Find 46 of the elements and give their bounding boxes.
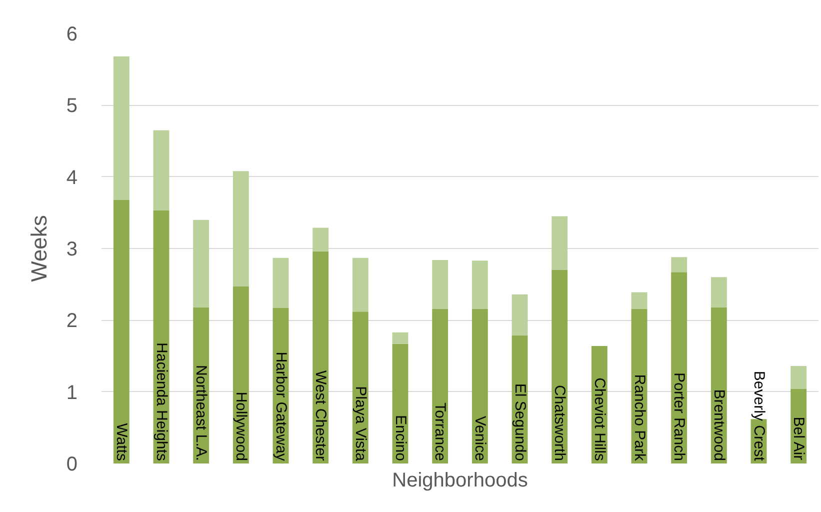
bar	[232, 171, 249, 286]
x-tick-label: Encino	[392, 415, 409, 461]
x-tick-label: Venice	[471, 416, 488, 461]
bar	[790, 366, 807, 389]
bar	[671, 257, 688, 272]
bar	[552, 216, 568, 270]
bar	[113, 56, 130, 200]
x-tick-label: Harbor Gateway	[272, 352, 290, 462]
bar	[193, 220, 210, 308]
x-axis-title: Neighborhoods	[392, 470, 528, 492]
x-tick-label: Chatsworth	[551, 385, 568, 461]
x-tick-label: Rancho Park	[630, 374, 648, 462]
bar	[272, 258, 289, 308]
x-tick-label: Watts	[112, 423, 130, 461]
y-tick-label: 3	[66, 238, 78, 260]
y-tick-label: 4	[66, 166, 78, 189]
x-tick-label: West Chester	[312, 370, 330, 461]
bar	[512, 294, 528, 336]
bar	[472, 308, 488, 464]
bar	[472, 260, 488, 309]
x-tick-label: Hacienda Heights	[152, 342, 170, 461]
y-axis-title: Weeks	[26, 215, 52, 282]
x-tick-label: El Segundo	[511, 383, 528, 461]
y-tick-label: 6	[66, 24, 78, 46]
bar	[113, 200, 130, 464]
bar	[352, 258, 368, 312]
y-tick-label: 0	[66, 454, 78, 476]
bar	[631, 292, 648, 309]
y-tick-label: 2	[66, 310, 78, 332]
x-tick-label: Brentwood	[710, 389, 728, 461]
x-tick-label: Northeast L.A.	[192, 365, 210, 461]
bar	[312, 228, 329, 252]
y-tick-label: 5	[66, 95, 78, 118]
x-tick-label: Bel Air	[790, 416, 808, 460]
bar	[153, 130, 170, 211]
bar	[710, 277, 727, 308]
x-tick-label: Hollywood	[232, 392, 250, 461]
bar	[432, 308, 448, 464]
bar	[432, 260, 448, 309]
y-tick-label: 1	[66, 382, 78, 404]
x-tick-label: Playa Vista	[352, 386, 369, 462]
x-tick-label: Cheviot Hills	[590, 378, 608, 461]
bar	[392, 332, 408, 344]
x-tick-label: Torrance	[432, 402, 449, 461]
x-tick-label: Beverly Crest	[750, 370, 768, 462]
x-tick-label: Porter Ranch	[670, 372, 688, 461]
